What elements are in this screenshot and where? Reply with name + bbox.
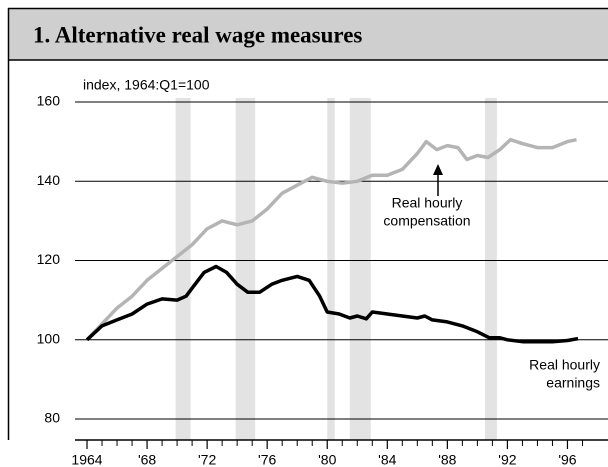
recession-band	[327, 98, 335, 440]
x-tick-label: '84	[378, 452, 396, 467]
y-tick-label: 140	[37, 172, 61, 188]
x-tick-label: '72	[198, 452, 216, 467]
x-tick-label: 1964	[71, 452, 102, 467]
series-label: Real hourly	[392, 195, 463, 211]
recession-band	[175, 98, 191, 440]
subtitle: index, 1964:Q1=100	[83, 77, 210, 93]
x-tick-label: '88	[438, 452, 456, 467]
series-label: Real hourly	[529, 357, 600, 373]
header-band	[8, 8, 608, 60]
chart-title: 1. Alternative real wage measures	[33, 22, 362, 47]
y-tick-label: 160	[37, 93, 61, 109]
x-tick-label: '68	[138, 452, 156, 467]
series-line	[85, 264, 579, 344]
y-tick-label: 80	[44, 410, 60, 426]
x-tick-label: '76	[258, 452, 276, 467]
recession-band	[235, 98, 256, 440]
x-tick-label: '80	[318, 452, 336, 467]
series-label: earnings	[546, 375, 600, 391]
series-line	[85, 137, 577, 342]
y-tick-label: 120	[37, 251, 61, 267]
recession-band	[484, 98, 497, 440]
arrow-head	[433, 164, 443, 175]
x-tick-label: '96	[558, 452, 576, 467]
recession-band	[349, 98, 371, 440]
y-tick-label: 100	[37, 330, 61, 346]
x-tick-label: '92	[498, 452, 516, 467]
series-label: compensation	[383, 213, 470, 229]
